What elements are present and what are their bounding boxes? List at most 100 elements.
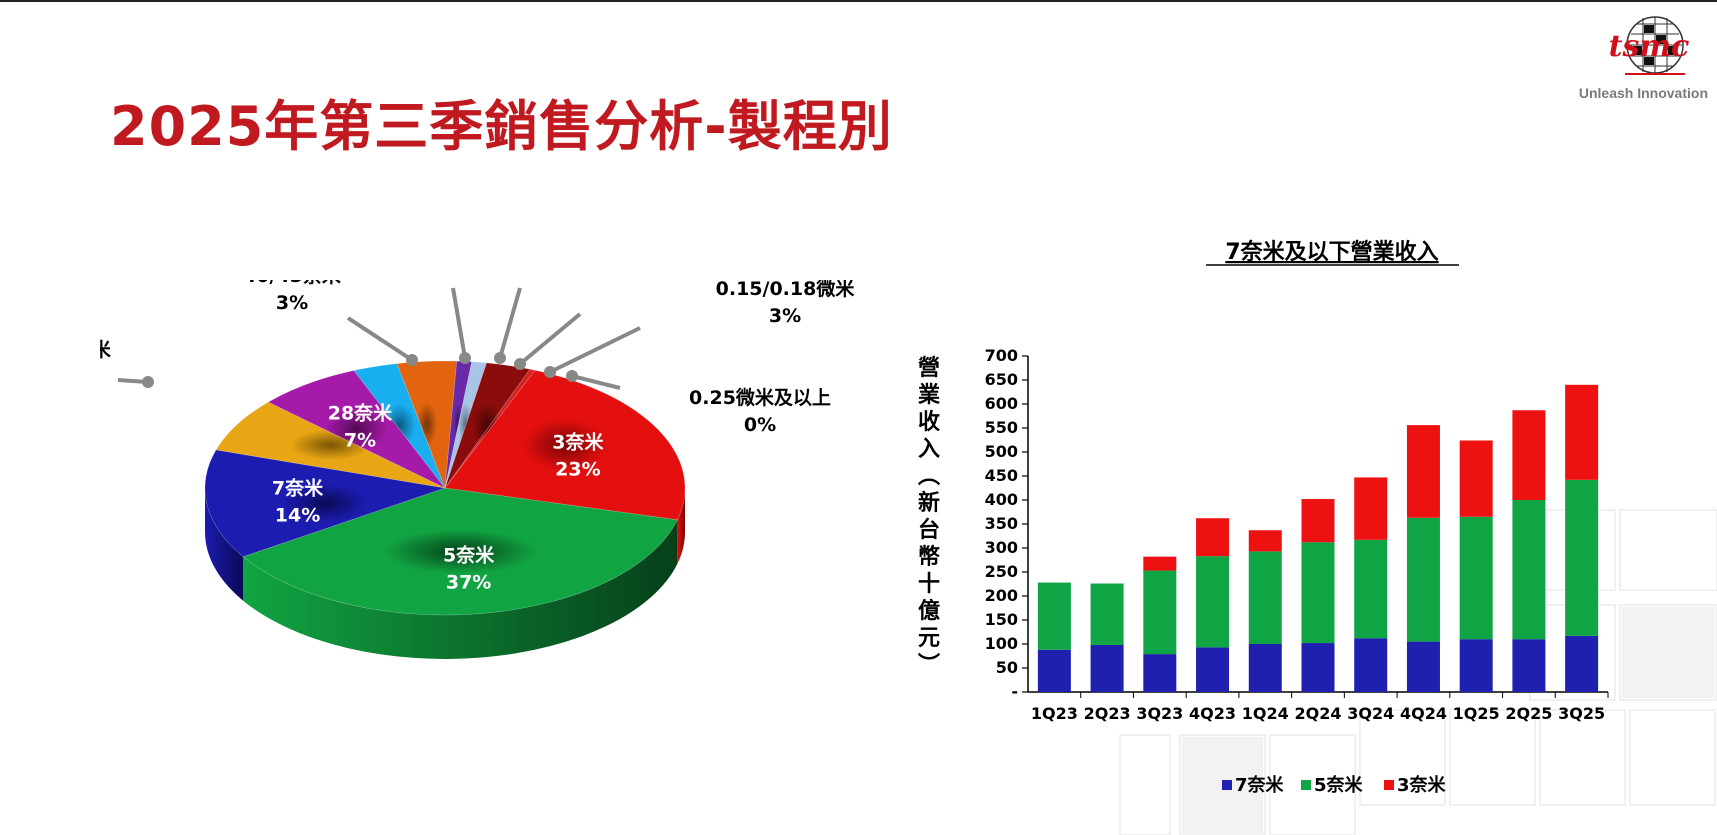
y-tick-label: 600 <box>985 394 1018 413</box>
x-tick-label: 3Q25 <box>1558 704 1605 723</box>
y-tick-label: 350 <box>985 514 1018 533</box>
pie-side-2 <box>205 488 244 601</box>
bar-5奈米-4Q23 <box>1196 556 1230 648</box>
bar-7奈米-1Q23 <box>1037 649 1071 692</box>
pie-slice-2 <box>204 449 446 558</box>
y-tick-label: 100 <box>985 634 1018 653</box>
pie-slice-pct-0: 23% <box>555 459 600 481</box>
pie-slice-10 <box>444 368 536 489</box>
pie-slice-label-4: 28奈米 <box>328 401 393 424</box>
process-technology-pie-chart: 3奈米23%5奈米37%7奈米14%16/20奈米7%28奈米7%40/45奈米… <box>100 280 855 660</box>
pie-leader-line-7 <box>498 287 522 359</box>
pie-slice-9 <box>444 362 531 489</box>
legend-swatch-1 <box>1301 780 1311 790</box>
y-tick-label: 150 <box>985 610 1018 629</box>
pie-slice-pct-10: 0% <box>744 414 776 436</box>
pie-slice-pct-4: 7% <box>344 429 376 451</box>
x-tick-label: 4Q24 <box>1400 704 1447 723</box>
y-tick-label: 450 <box>985 466 1018 485</box>
bar-7奈米-1Q25 <box>1459 639 1493 692</box>
pie-sides <box>205 488 685 660</box>
bar-7奈米-1Q24 <box>1248 644 1282 692</box>
y-tick-label: 250 <box>985 562 1018 581</box>
legend-swatch-0 <box>1222 780 1232 790</box>
y-axis-title: 營業收入︵新台幣十億元︶ <box>918 356 941 678</box>
y-tick-label: 300 <box>985 538 1018 557</box>
bar-5奈米-2Q24 <box>1301 542 1335 644</box>
pie-slice-label-5: 40/45奈米 <box>243 280 342 287</box>
pie-labels: 3奈米23%5奈米37%7奈米14%16/20奈米7%28奈米7%40/45奈米… <box>100 280 855 594</box>
bar-5奈米-1Q23 <box>1037 582 1071 650</box>
pie-slice-4 <box>267 370 446 489</box>
bar-5奈米-1Q24 <box>1248 551 1282 644</box>
legend-swatch-2 <box>1384 780 1394 790</box>
bar-5奈米-2Q25 <box>1512 500 1546 640</box>
bar-3奈米-4Q23 <box>1196 518 1230 557</box>
pie-slice-5 <box>353 363 446 489</box>
pie-slice-label-10: 0.25微米及以上 <box>689 386 831 409</box>
y-tick-label: 200 <box>985 586 1018 605</box>
legend-label-1: 5奈米 <box>1314 774 1364 796</box>
y-tick-label: 500 <box>985 442 1018 461</box>
bar-3奈米-2Q24 <box>1301 499 1335 543</box>
bar-7奈米-3Q25 <box>1565 635 1599 692</box>
pie-leader-dot-9 <box>544 366 556 378</box>
logo-tagline: Unleash Innovation <box>1579 85 1708 101</box>
legend-label-0: 7奈米 <box>1235 774 1285 796</box>
y-tick-label: 400 <box>985 490 1018 509</box>
bar-5奈米-3Q23 <box>1143 570 1177 655</box>
x-tick-label: 3Q24 <box>1347 704 1394 723</box>
pie-slice-pct-1: 37% <box>446 572 491 594</box>
tsmc-logo: tsmc Unleash Innovation <box>1575 12 1717 112</box>
y-tick-label: 50 <box>996 658 1018 677</box>
bar-5奈米-3Q24 <box>1354 539 1388 639</box>
pie-leader-line-8 <box>518 312 582 366</box>
y-tick-label: 550 <box>985 418 1018 437</box>
bar-5奈米-3Q25 <box>1565 479 1599 636</box>
bar-5奈米-2Q23 <box>1090 583 1124 645</box>
pie-leader-dot-6 <box>459 352 471 364</box>
bar-3奈米-3Q24 <box>1354 477 1388 540</box>
svg-text:tsmc: tsmc <box>1609 29 1690 64</box>
pie-side-0 <box>677 488 685 564</box>
x-tick-label: 2Q25 <box>1505 704 1552 723</box>
pie-slice-label-0: 3奈米 <box>552 431 604 454</box>
pie-slice-pct-5: 3% <box>276 292 308 314</box>
pie-slice-6 <box>396 360 458 489</box>
pie-slice-label-3: 16/20奈米 <box>100 338 112 361</box>
pie-slice-3 <box>215 401 446 489</box>
bar-7奈米-4Q24 <box>1406 641 1440 692</box>
pie-leader-line-10 <box>571 374 621 390</box>
pie-leader-line-9 <box>549 326 641 374</box>
bar-3奈米-1Q25 <box>1459 440 1493 517</box>
x-tick-label: 3Q23 <box>1136 704 1183 723</box>
x-tick-label: 4Q23 <box>1189 704 1236 723</box>
pie-slice-pct-2: 14% <box>275 504 320 526</box>
y-tick-label: 700 <box>985 346 1018 365</box>
x-tick-label: 1Q23 <box>1031 704 1078 723</box>
pie-slice-label-2: 7奈米 <box>272 476 324 499</box>
pie-leader-dot-7 <box>494 352 506 364</box>
bar-legend: 7奈米 5奈米 3奈米 <box>1222 774 1447 796</box>
bar-3奈米-1Q24 <box>1248 530 1282 552</box>
y-tick-label: 650 <box>985 370 1018 389</box>
pie-slice-label-9: 0.15/0.18微米 <box>716 280 856 300</box>
bar-3奈米-2Q25 <box>1512 410 1546 500</box>
bar-7奈米-4Q23 <box>1196 647 1230 692</box>
bar-3奈米-3Q25 <box>1565 384 1599 480</box>
bar-5奈米-4Q24 <box>1406 517 1440 642</box>
bar-7奈米-2Q25 <box>1512 639 1546 692</box>
tsmc-logo-mark: tsmc Unleash Innovation <box>1579 16 1708 101</box>
pie-leader-line-6 <box>451 287 467 359</box>
pie-slice-pct-9: 3% <box>769 305 801 327</box>
pie-side-1 <box>243 519 678 660</box>
bar-7奈米-3Q23 <box>1143 654 1177 692</box>
pie-leader-dot-3 <box>142 376 154 388</box>
slide-title: 2025年第三季銷售分析-製程別 <box>110 95 893 158</box>
pie-slice-label-1: 5奈米 <box>443 544 495 567</box>
pie-leader-dot-8 <box>514 358 526 370</box>
pie-top <box>204 360 686 616</box>
x-tick-label: 2Q24 <box>1295 704 1342 723</box>
y-tick-label: - <box>1011 682 1018 701</box>
x-tick-label: 1Q25 <box>1453 704 1500 723</box>
